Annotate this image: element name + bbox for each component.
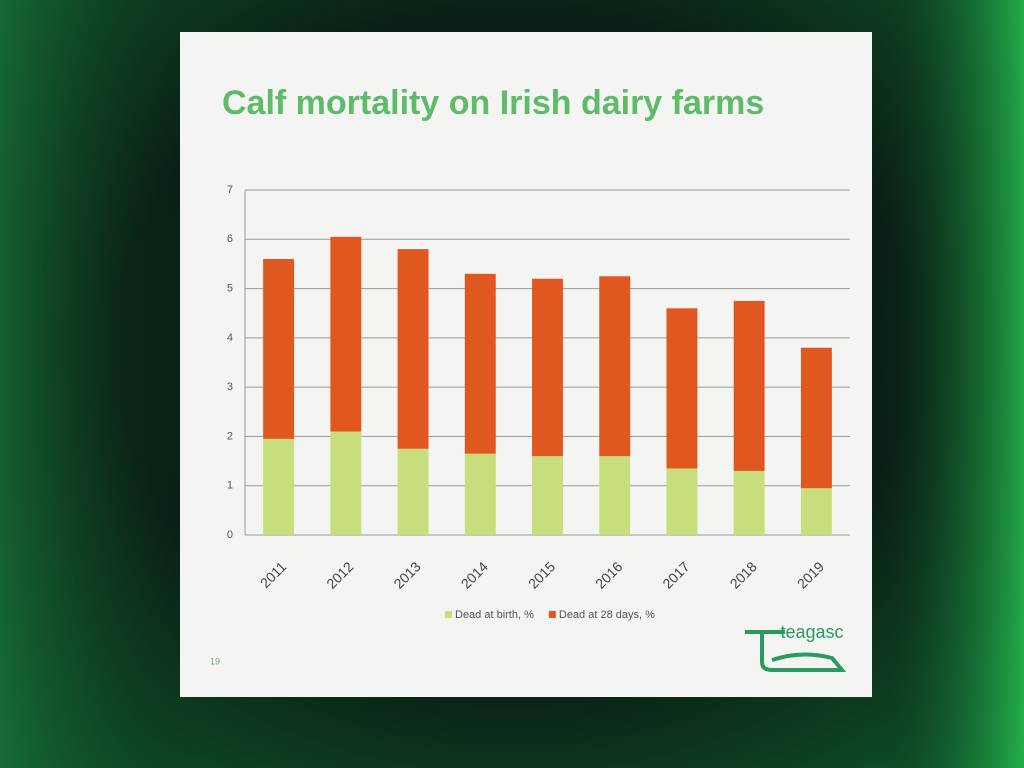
y-tick-label: 2 [227, 430, 233, 442]
chart-title: Calf mortality on Irish dairy farms [222, 84, 764, 122]
y-tick-label: 3 [227, 381, 233, 393]
y-tick-label: 5 [227, 282, 233, 294]
bar-segment [599, 456, 631, 535]
bar-segment [666, 308, 698, 469]
bar-segment [733, 470, 765, 535]
bar-segment [800, 488, 832, 535]
bar-segment [464, 273, 496, 454]
y-tick-label: 4 [227, 332, 233, 344]
y-tick-label: 7 [227, 184, 233, 196]
bar-segment [263, 259, 295, 439]
legend-label: Dead at 28 days, % [559, 609, 655, 621]
legend-label: Dead at birth, % [455, 609, 534, 621]
logo: teagasc [780, 622, 843, 642]
y-tick-label: 1 [227, 480, 233, 492]
bar-segment [464, 453, 496, 535]
y-tick-label: 6 [227, 233, 233, 245]
y-tick-label: 0 [227, 529, 233, 541]
bar-segment [330, 431, 362, 535]
bar-segment [532, 456, 563, 535]
bar-segment [330, 236, 362, 432]
bar-segment [599, 276, 631, 457]
bar-segment [666, 468, 698, 535]
bar-segment [397, 249, 429, 449]
legend-swatch [548, 611, 556, 618]
legend-swatch [445, 611, 452, 618]
bar-segment [800, 347, 832, 489]
bar-segment [532, 278, 563, 457]
bar-segment [263, 438, 295, 535]
bar-segment [397, 448, 429, 535]
logo-mark [745, 630, 847, 672]
bar-segment [733, 300, 765, 471]
slide-number: 19 [210, 656, 220, 666]
